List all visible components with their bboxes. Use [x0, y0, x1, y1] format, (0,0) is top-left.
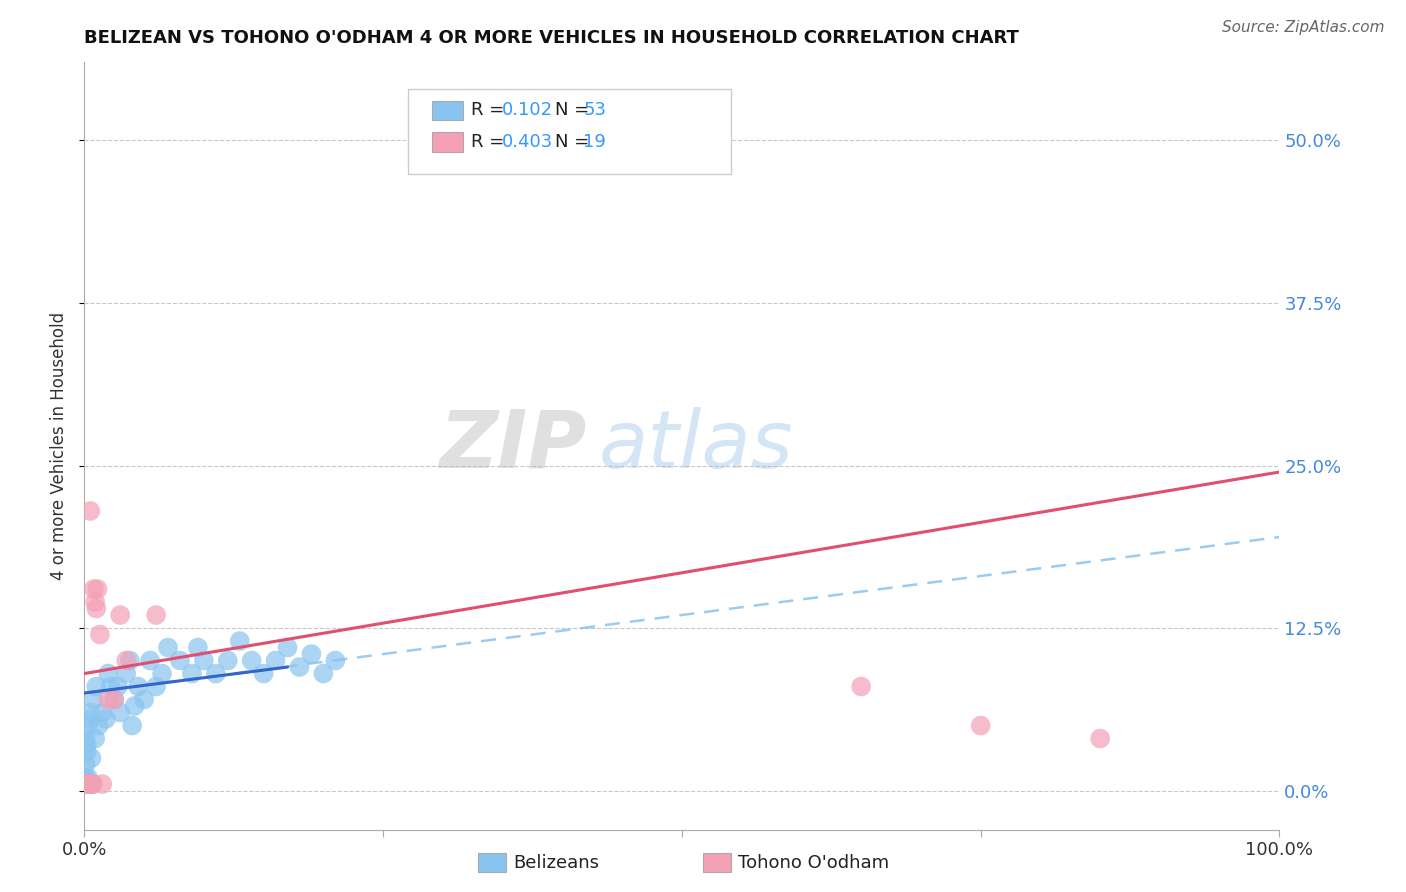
Point	[115, 654, 138, 668]
Text: R =: R =	[471, 133, 510, 151]
Point	[229, 634, 252, 648]
Point	[240, 654, 263, 668]
Point	[79, 706, 101, 720]
Text: BELIZEAN VS TOHONO O'ODHAM 4 OR MORE VEHICLES IN HOUSEHOLD CORRELATION CHART: BELIZEAN VS TOHONO O'ODHAM 4 OR MORE VEH…	[84, 29, 1019, 47]
Point	[80, 777, 103, 791]
Point	[301, 647, 323, 661]
Y-axis label: 4 or more Vehicles in Household: 4 or more Vehicles in Household	[51, 312, 69, 580]
Point	[91, 777, 114, 791]
Text: 0.102: 0.102	[502, 101, 553, 119]
Point	[107, 680, 129, 694]
Point	[89, 627, 111, 641]
Text: Source: ZipAtlas.com: Source: ZipAtlas.com	[1222, 20, 1385, 35]
Point	[86, 582, 108, 596]
Point	[77, 712, 100, 726]
Point	[75, 757, 97, 772]
Point	[76, 738, 98, 752]
Text: Tohono O'odham: Tohono O'odham	[738, 854, 889, 871]
Point	[79, 504, 101, 518]
Point	[75, 771, 97, 785]
Point	[312, 666, 335, 681]
Point	[79, 777, 101, 791]
Text: ZIP: ZIP	[439, 407, 586, 485]
Point	[83, 692, 105, 706]
Text: 19: 19	[583, 133, 606, 151]
Point	[103, 692, 125, 706]
Point	[87, 718, 110, 732]
Point	[145, 607, 167, 622]
Point	[1090, 731, 1112, 746]
Text: N =: N =	[555, 133, 595, 151]
Point	[288, 660, 311, 674]
Text: N =: N =	[555, 101, 595, 119]
Text: 53: 53	[583, 101, 606, 119]
Point	[83, 582, 105, 596]
Point	[80, 751, 103, 765]
Point	[76, 745, 98, 759]
Point	[91, 706, 114, 720]
Point	[139, 654, 162, 668]
Point	[217, 654, 239, 668]
Point	[115, 666, 138, 681]
Text: R =: R =	[471, 101, 510, 119]
Point	[127, 680, 149, 694]
Point	[86, 601, 108, 615]
Point	[253, 666, 276, 681]
Point	[124, 699, 146, 714]
Point	[103, 692, 125, 706]
Point	[82, 777, 104, 791]
Text: 0.403: 0.403	[502, 133, 553, 151]
Point	[169, 654, 191, 668]
Point	[264, 654, 287, 668]
Point	[75, 731, 97, 746]
Point	[181, 666, 204, 681]
Point	[110, 706, 132, 720]
Point	[970, 718, 993, 732]
Point	[77, 718, 100, 732]
Point	[77, 777, 100, 791]
Point	[118, 654, 141, 668]
Point	[132, 692, 156, 706]
Point	[76, 777, 98, 791]
Point	[205, 666, 228, 681]
Point	[121, 718, 143, 732]
Text: atlas: atlas	[599, 407, 793, 485]
Point	[77, 777, 100, 791]
Point	[145, 680, 167, 694]
Point	[94, 712, 117, 726]
Point	[277, 640, 299, 655]
Point	[77, 777, 100, 791]
Text: Belizeans: Belizeans	[513, 854, 599, 871]
Point	[82, 777, 104, 791]
Point	[100, 680, 122, 694]
Point	[84, 731, 107, 746]
Point	[325, 654, 347, 668]
Point	[193, 654, 215, 668]
Point	[76, 773, 98, 788]
Point	[77, 771, 100, 785]
Point	[150, 666, 173, 681]
Point	[97, 692, 120, 706]
Point	[84, 595, 107, 609]
Point	[157, 640, 180, 655]
Point	[76, 777, 98, 791]
Point	[110, 607, 132, 622]
Point	[187, 640, 209, 655]
Point	[75, 777, 97, 791]
Point	[97, 666, 120, 681]
Point	[851, 680, 873, 694]
Point	[86, 680, 108, 694]
